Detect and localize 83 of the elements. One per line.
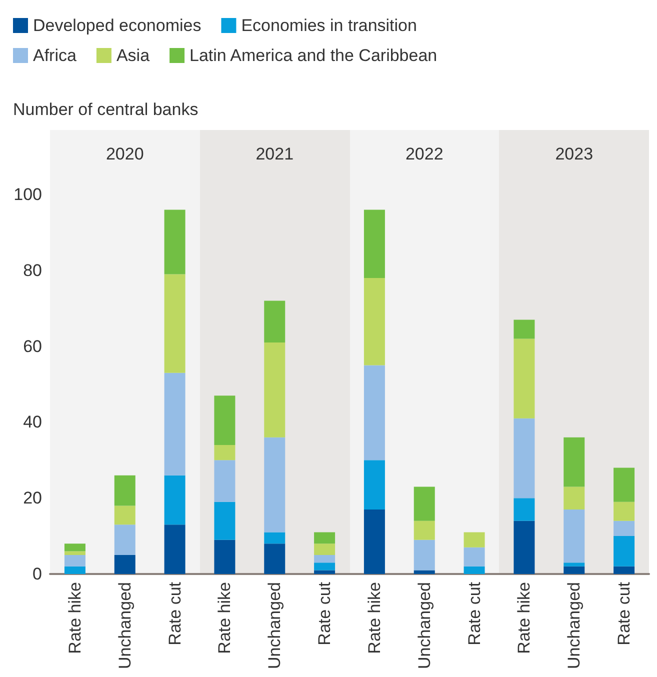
bar: [64, 551, 86, 556]
bar: [264, 437, 286, 532]
x-tick-label: Unchanged: [414, 582, 434, 669]
y-tick-label: 20: [23, 488, 42, 508]
x-tick-label: Rate hike: [65, 582, 84, 654]
bar: [514, 418, 535, 498]
bar: [564, 509, 585, 563]
bar: [164, 524, 186, 574]
bar: [614, 566, 635, 574]
x-tick-label: Unchanged: [265, 582, 284, 669]
x-tick-label: Rate hike: [215, 582, 234, 654]
annotation: 2023: [555, 144, 594, 164]
bar: [364, 460, 385, 510]
bar: [214, 460, 236, 502]
bar: [564, 566, 585, 574]
bar: [464, 547, 485, 566]
x-tick-label: Rate cut: [165, 582, 184, 646]
bar: [564, 562, 585, 566]
bar: [164, 372, 186, 476]
legend-label: Economies in transition: [241, 16, 417, 35]
bar: [514, 320, 535, 339]
bar: [214, 540, 236, 574]
bar: [464, 532, 485, 548]
bar: [314, 570, 336, 574]
bar: [264, 544, 286, 574]
bar: [214, 396, 236, 445]
legend-label: Latin America and the Caribbean: [190, 46, 438, 65]
y-axis-title: Number of central banks: [13, 100, 198, 119]
x-tick-label: Unchanged: [564, 582, 584, 669]
bar: [114, 524, 136, 556]
bar: [614, 502, 635, 521]
bar: [214, 444, 236, 460]
x-tick-label: Rate hike: [514, 582, 534, 654]
y-tick-label: 0: [32, 564, 42, 584]
y-tick-label: 60: [23, 336, 42, 356]
bar: [164, 475, 186, 525]
bar: [264, 342, 286, 438]
legend-label: Developed economies: [33, 16, 202, 35]
bar: [114, 506, 136, 525]
bar: [614, 468, 635, 502]
bar: [514, 338, 535, 418]
y-tick-label: 100: [14, 185, 42, 204]
bar: [614, 536, 635, 566]
bar: [314, 532, 336, 544]
bar: [414, 520, 435, 540]
x-tick-label: Rate cut: [464, 582, 484, 646]
bar: [264, 532, 286, 544]
bar: [64, 555, 86, 566]
bar: [514, 520, 535, 574]
legend-label: Asia: [116, 46, 150, 65]
x-tick-label: Rate cut: [315, 582, 334, 646]
bar: [364, 210, 385, 278]
bar: [514, 498, 535, 521]
bar: [164, 210, 186, 274]
bar: [364, 278, 385, 366]
y-tick-label: 40: [23, 412, 42, 432]
bar: [214, 502, 236, 540]
y-tick-label: 80: [23, 260, 42, 280]
bar: [264, 300, 286, 343]
bar: [364, 365, 385, 460]
bar: [314, 555, 336, 563]
bar: [564, 437, 585, 487]
annotation: 2021: [256, 144, 294, 164]
bar: [564, 486, 585, 510]
bar: [364, 509, 385, 574]
bar: [414, 540, 435, 570]
annotation: 2022: [405, 144, 444, 164]
bar: [64, 544, 86, 552]
bar: [314, 544, 336, 556]
bar: [614, 520, 635, 536]
x-tick-label: Unchanged: [115, 582, 134, 669]
bar: [314, 562, 336, 570]
annotation: 2020: [106, 144, 144, 164]
bar: [464, 566, 485, 574]
bar: [164, 274, 186, 373]
bar: [414, 486, 435, 521]
bar: [114, 475, 136, 506]
x-tick-label: Rate cut: [614, 582, 634, 646]
bar: [114, 555, 136, 574]
legend-label: Africa: [33, 46, 77, 65]
bar: [414, 570, 435, 574]
x-tick-label: Rate hike: [364, 582, 384, 654]
bar: [64, 566, 86, 574]
